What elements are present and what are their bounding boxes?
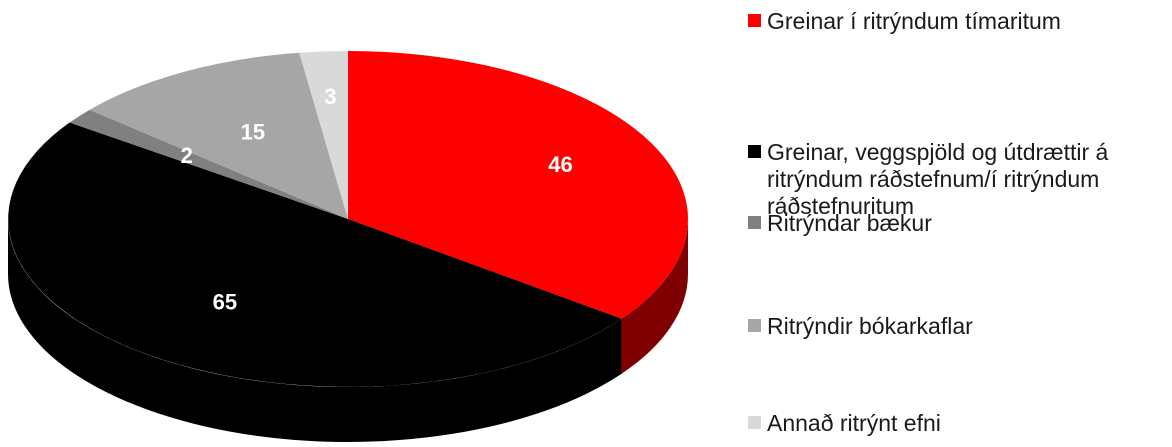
pie-slice-other bbox=[299, 51, 348, 219]
legend-label: Greinar, veggspjöld og útdrættir á ritrý… bbox=[767, 139, 1109, 219]
legend-swatch bbox=[748, 319, 761, 332]
legend-item-journal-articles: Greinar í ritrýndum tímaritum bbox=[748, 8, 1167, 35]
legend-item-other: Annað ritrýnt efni bbox=[748, 410, 1167, 437]
legend-swatch bbox=[748, 14, 761, 27]
legend-item-conference-papers: Greinar, veggspjöld og útdrættir á ritrý… bbox=[748, 139, 1167, 220]
legend-label: Annað ritrýnt efni bbox=[767, 410, 941, 436]
legend-label: Greinar í ritrýndum tímaritum bbox=[767, 8, 1061, 34]
pie-slice-books bbox=[69, 109, 349, 219]
pie-slice-journal-articles bbox=[348, 51, 688, 319]
pie-side-conference-papers bbox=[8, 219, 622, 442]
pie-side-journal-articles bbox=[621, 219, 688, 374]
data-label-books: 2 bbox=[181, 143, 193, 168]
pie-value-labels: 46 65 2 15 3 bbox=[181, 84, 573, 314]
pie-sides bbox=[8, 219, 688, 442]
pie-slice-book-chapters bbox=[89, 52, 348, 219]
legend-swatch bbox=[748, 216, 761, 229]
legend-label: Ritrýndir bókarkaflar bbox=[767, 313, 973, 339]
legend-item-book-chapters: Ritrýndir bókarkaflar bbox=[748, 313, 1167, 340]
pie-chart: 46 65 2 15 3 bbox=[8, 51, 688, 442]
data-label-journal-articles: 46 bbox=[548, 152, 572, 177]
legend-swatch bbox=[748, 416, 761, 429]
data-label-book-chapters: 15 bbox=[241, 119, 265, 144]
legend-label: Ritrýndar bækur bbox=[767, 210, 932, 236]
data-label-other: 3 bbox=[324, 84, 336, 109]
pie-slices bbox=[8, 51, 688, 387]
pie-slice-conference-papers bbox=[8, 122, 622, 387]
legend-item-books: Ritrýndar bækur bbox=[748, 210, 1167, 237]
legend-swatch bbox=[748, 145, 761, 158]
data-label-conference-papers: 65 bbox=[213, 289, 237, 314]
